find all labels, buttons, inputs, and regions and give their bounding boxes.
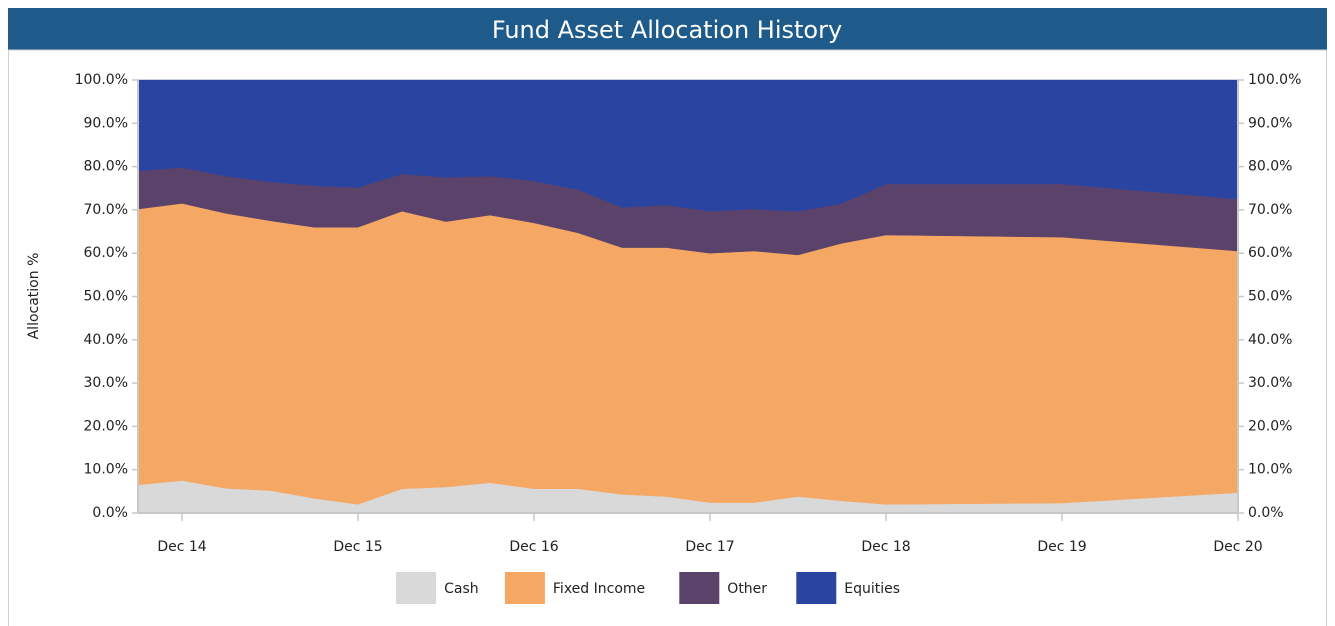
y2-tick-label: 80.0%	[1248, 159, 1292, 175]
legend-label: Cash	[444, 581, 479, 597]
x-tick-label: Dec 18	[861, 539, 910, 555]
y-tick-label: 30.0%	[84, 375, 128, 391]
y2-tick-label: 20.0%	[1248, 418, 1292, 434]
areas	[137, 79, 1239, 514]
y2-tick-label: 50.0%	[1248, 289, 1292, 305]
y-tick-label: 100.0%	[75, 72, 128, 88]
x-tick-label: Dec 17	[685, 539, 734, 555]
x-tick-label: Dec 20	[1213, 539, 1262, 555]
legend-label: Equities	[844, 581, 900, 597]
y2-tick-label: 0.0%	[1248, 505, 1284, 521]
legend-label: Fixed Income	[553, 581, 645, 597]
y-tick-label: 40.0%	[84, 332, 128, 348]
axes: 0.0% 10.0% 20.0% 30.0% 40.0% 50.0% 60.0% 70.0% 8…	[75, 72, 1302, 555]
y2-tick-label: 30.0%	[1248, 375, 1292, 391]
y2-tick-label: 100.0%	[1248, 72, 1301, 88]
frame	[8, 49, 1327, 626]
legend-label: Other	[727, 581, 767, 597]
y-tick-label: 80.0%	[84, 159, 128, 175]
y-tick-label: 10.0%	[84, 462, 128, 478]
y-tick-label: 90.0%	[84, 115, 128, 131]
legend-swatch	[796, 572, 837, 604]
x-tick-label: Dec 15	[333, 539, 382, 555]
y-tick-label: 60.0%	[84, 245, 128, 261]
legend: Cash Fixed Income Other Equities	[396, 572, 900, 604]
y-tick-label: 0.0%	[92, 505, 128, 521]
x-tick-label: Dec 19	[1037, 539, 1086, 555]
y2-tick-label: 60.0%	[1248, 245, 1292, 261]
y-tick-label: 20.0%	[84, 418, 128, 434]
y-tick-label: 70.0%	[84, 202, 128, 218]
y-tick-label: 50.0%	[84, 289, 128, 305]
x-tick-label: Dec 14	[157, 539, 206, 555]
x-tick-label: Dec 16	[509, 539, 558, 555]
legend-swatch	[679, 572, 720, 604]
y2-tick-label: 10.0%	[1248, 462, 1292, 478]
y2-tick-label: 90.0%	[1248, 115, 1292, 131]
y2-tick-label: 70.0%	[1248, 202, 1292, 218]
legend-swatch	[396, 572, 437, 604]
legend-swatch	[504, 572, 545, 604]
y2-tick-label: 40.0%	[1248, 332, 1292, 348]
header-bar	[8, 8, 1327, 50]
y-axis-label: Allocation %	[26, 253, 42, 340]
chart-title: Fund Asset Allocation History	[492, 16, 842, 44]
